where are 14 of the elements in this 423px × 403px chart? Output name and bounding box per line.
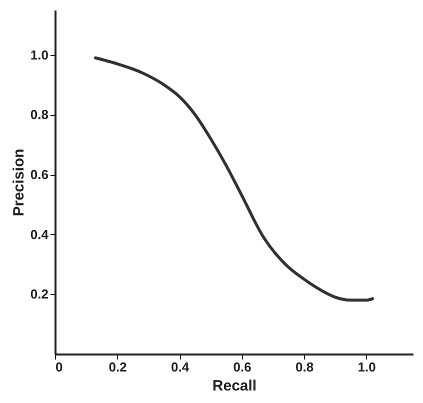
y-tick-label: 0.2 [30, 286, 48, 302]
y-tick-label: 0.8 [30, 107, 48, 122]
x-tick-label: 0.4 [170, 360, 190, 374]
x-tick-label: 0.6 [233, 360, 252, 374]
y-tick-label: 0.6 [30, 167, 48, 182]
x-tick-label: 1.0 [358, 360, 376, 374]
line-series [94, 56, 374, 302]
x-axis-title: Recall [212, 378, 257, 394]
y-tick-label: 0.4 [30, 226, 50, 242]
x-tick-label: 0 [56, 360, 63, 374]
y-axis-title: Precision [10, 148, 28, 216]
x-tick-label: 0.2 [108, 360, 127, 374]
x-tick-label: 0.8 [296, 360, 314, 374]
y-tick-label: 1.0 [30, 47, 48, 62]
